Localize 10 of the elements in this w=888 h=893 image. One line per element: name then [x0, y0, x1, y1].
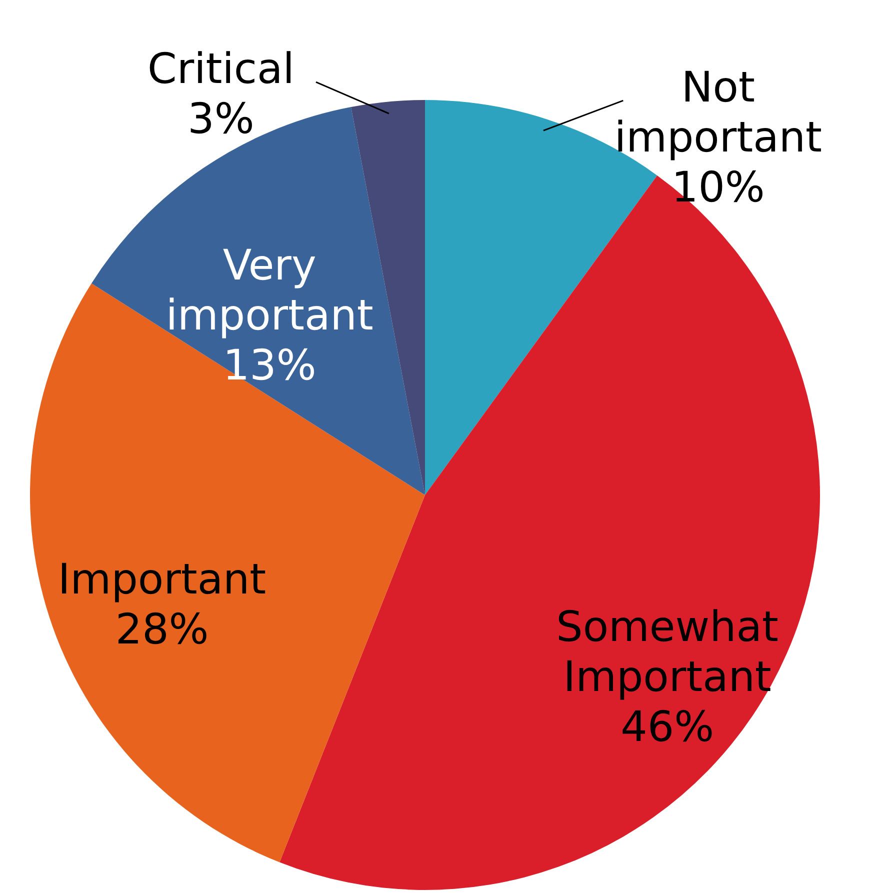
data-label: 10%: [671, 162, 765, 212]
slice-label: Somewhat Important: [556, 602, 778, 702]
data-label: 3%: [188, 94, 254, 144]
slice-label: Very important: [166, 240, 374, 340]
slice-label: Important: [58, 554, 266, 604]
data-label: 28%: [115, 604, 209, 654]
data-label: 46%: [620, 702, 714, 752]
slice-label: Critical: [148, 44, 294, 94]
slice-label: Not important: [614, 62, 822, 162]
data-label: 13%: [222, 340, 316, 390]
